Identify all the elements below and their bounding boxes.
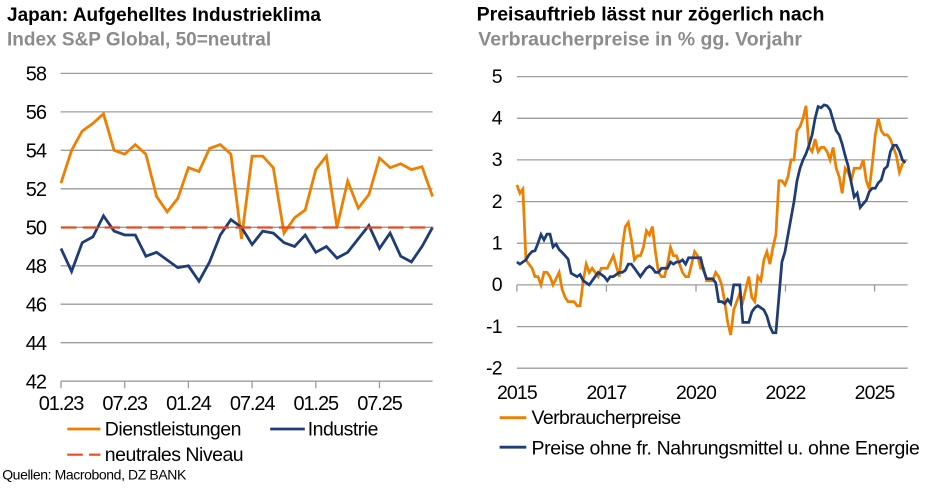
svg-text:01.24: 01.24 bbox=[166, 393, 212, 415]
svg-text:Preisauftrieb lässt nur zögerl: Preisauftrieb lässt nur zögerlich nach bbox=[477, 4, 825, 26]
svg-text:54: 54 bbox=[26, 141, 47, 163]
svg-text:Preise ohne fr. Nahrungsmittel: Preise ohne fr. Nahrungsmittel u. ohne E… bbox=[532, 437, 920, 459]
svg-text:2025: 2025 bbox=[855, 382, 896, 404]
svg-text:Verbraucherpreise: Verbraucherpreise bbox=[532, 407, 681, 429]
svg-text:Verbraucherpreise in % gg. Vor: Verbraucherpreise in % gg. Vorjahr bbox=[478, 28, 802, 50]
svg-text:46: 46 bbox=[26, 294, 47, 316]
svg-text:07.24: 07.24 bbox=[230, 393, 276, 415]
svg-text:Index S&P Global, 50=neutral: Index S&P Global, 50=neutral bbox=[7, 29, 271, 50]
svg-text:-1: -1 bbox=[486, 316, 502, 338]
svg-text:01.23: 01.23 bbox=[39, 393, 85, 415]
svg-text:07.23: 07.23 bbox=[102, 393, 148, 415]
svg-text:5: 5 bbox=[492, 66, 503, 88]
svg-text:52: 52 bbox=[26, 179, 47, 201]
svg-text:3: 3 bbox=[492, 149, 502, 171]
svg-text:2017: 2017 bbox=[586, 382, 626, 404]
svg-text:07.25: 07.25 bbox=[357, 393, 403, 415]
svg-text:1: 1 bbox=[492, 232, 502, 254]
svg-text:58: 58 bbox=[26, 64, 47, 86]
svg-text:Industrie: Industrie bbox=[308, 419, 378, 441]
svg-text:56: 56 bbox=[26, 102, 47, 124]
svg-text:2022: 2022 bbox=[766, 382, 806, 404]
svg-text:Dienstleistungen: Dienstleistungen bbox=[105, 419, 241, 441]
svg-text:neutrales Niveau: neutrales Niveau bbox=[105, 444, 243, 466]
svg-text:2015: 2015 bbox=[497, 382, 538, 404]
svg-text:Japan: Aufgehelltes Industriek: Japan: Aufgehelltes Industrieklima bbox=[7, 5, 321, 26]
svg-text:50: 50 bbox=[26, 218, 47, 240]
svg-text:2: 2 bbox=[492, 191, 502, 213]
svg-text:2020: 2020 bbox=[676, 382, 717, 404]
svg-text:44: 44 bbox=[26, 333, 47, 355]
svg-text:-2: -2 bbox=[486, 357, 502, 379]
svg-text:48: 48 bbox=[26, 256, 47, 278]
svg-text:01.25: 01.25 bbox=[294, 393, 340, 415]
svg-text:0: 0 bbox=[492, 274, 503, 296]
svg-text:42: 42 bbox=[26, 371, 47, 393]
svg-text:Quellen: Macrobond, DZ BANK: Quellen: Macrobond, DZ BANK bbox=[2, 467, 187, 483]
svg-text:4: 4 bbox=[492, 108, 503, 130]
